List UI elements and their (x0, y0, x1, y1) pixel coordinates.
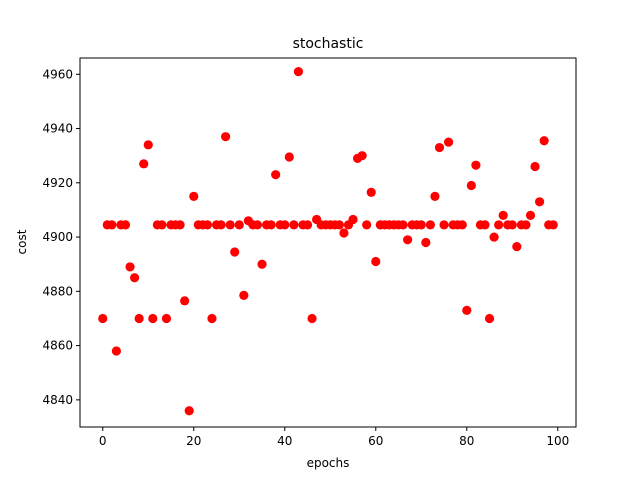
data-point (239, 290, 249, 301)
data-point (202, 220, 213, 230)
y-tick-label: 4860 (42, 339, 73, 353)
data-point (284, 152, 294, 162)
data-point (421, 237, 431, 248)
data-point (271, 170, 281, 180)
data-point (348, 214, 358, 225)
y-tick-label: 4900 (42, 230, 73, 244)
data-point (280, 220, 290, 230)
data-point (189, 191, 199, 201)
data-point (366, 187, 376, 197)
data-point (530, 161, 540, 172)
data-point (535, 197, 545, 207)
data-point (184, 406, 194, 416)
x-tick-label: 40 (277, 434, 292, 448)
data-point (125, 262, 135, 272)
y-tick-label: 4960 (42, 67, 73, 81)
data-point (252, 220, 263, 230)
data-point (548, 220, 558, 230)
data-point (207, 313, 217, 324)
y-tick-label: 4940 (42, 122, 73, 136)
data-point (289, 220, 299, 230)
data-point (462, 305, 472, 315)
data-point (139, 159, 149, 169)
data-point (507, 220, 517, 230)
y-tick-label: 4920 (42, 176, 73, 190)
data-point (257, 259, 267, 269)
data-point (107, 220, 117, 230)
data-point (539, 136, 549, 146)
data-point (157, 220, 167, 230)
data-point (161, 313, 172, 324)
chart-title: stochastic (293, 36, 364, 52)
data-points (98, 66, 558, 416)
x-tick-label: 100 (546, 434, 569, 448)
data-point (484, 313, 495, 324)
data-point (439, 220, 449, 230)
y-tick-label: 4840 (42, 393, 73, 407)
data-point (134, 313, 144, 324)
data-point (302, 220, 313, 230)
data-point (525, 210, 536, 220)
data-point (521, 220, 531, 230)
data-point (225, 220, 235, 230)
x-tick-label: 20 (186, 434, 201, 448)
y-axis-label: cost (15, 229, 29, 254)
data-point (416, 220, 426, 230)
data-point (498, 210, 508, 220)
data-point (111, 346, 121, 356)
data-point (293, 66, 304, 77)
data-point (266, 220, 276, 230)
plot-area-frame (79, 57, 577, 428)
data-point (148, 313, 158, 324)
data-point (471, 160, 481, 170)
data-point (443, 137, 454, 147)
data-point (234, 220, 244, 230)
data-point (307, 313, 317, 324)
data-point (98, 313, 108, 324)
data-point (180, 296, 190, 306)
x-axis-label: epochs (307, 456, 350, 470)
data-point (480, 220, 490, 230)
data-point (130, 273, 140, 283)
y-tick-label: 4880 (42, 284, 73, 298)
data-point (230, 247, 240, 257)
data-point (216, 220, 226, 230)
data-point (403, 235, 413, 245)
data-point (175, 220, 185, 230)
x-axis: 0 20 40 60 80 100 (99, 427, 569, 448)
x-tick-label: 80 (459, 434, 474, 448)
data-point (334, 220, 344, 230)
data-point (434, 142, 445, 153)
data-point (430, 191, 440, 201)
data-point (512, 241, 522, 252)
x-tick-label: 0 (99, 434, 107, 448)
data-point (371, 256, 381, 267)
data-point (357, 151, 367, 161)
data-point (362, 220, 372, 230)
data-point (466, 180, 476, 191)
data-point (425, 220, 435, 230)
data-point (120, 220, 131, 230)
data-point (489, 232, 499, 242)
data-point (398, 220, 408, 230)
data-point (339, 228, 349, 238)
data-point (494, 220, 504, 230)
data-point (221, 132, 231, 142)
y-axis: 4840 4860 4880 4900 4920 4940 4960 (42, 67, 80, 407)
data-point (143, 140, 153, 150)
data-point (457, 220, 467, 230)
x-tick-label: 60 (368, 434, 383, 448)
